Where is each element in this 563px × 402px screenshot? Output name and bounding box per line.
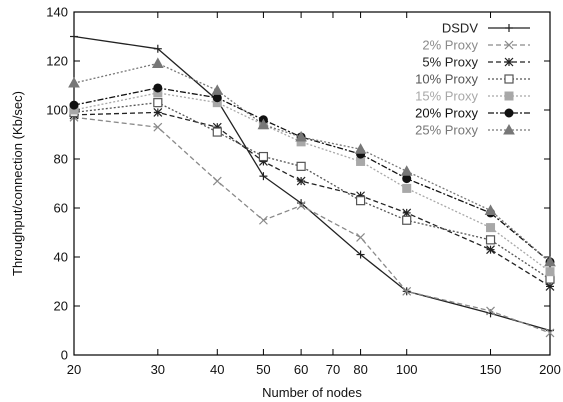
series-line	[73, 87, 551, 263]
plot-frame	[73, 11, 551, 356]
data-point	[356, 156, 366, 166]
data-point	[258, 151, 269, 162]
data-point	[258, 215, 268, 225]
series-6	[68, 57, 556, 267]
x-tick-label: 20	[67, 362, 81, 377]
data-point	[402, 215, 412, 225]
data-point	[545, 281, 555, 291]
legend-label: 2% Proxy	[422, 38, 478, 53]
data-point	[257, 118, 270, 130]
data-point	[212, 93, 222, 103]
data-point	[212, 176, 222, 186]
x-tick-label: 150	[480, 362, 502, 377]
data-point	[355, 196, 366, 206]
x-tick-label: 50	[256, 362, 270, 377]
data-point	[296, 201, 306, 210]
data-point	[486, 223, 496, 233]
data-point	[69, 100, 79, 110]
y-tick-label: 100	[46, 103, 68, 118]
data-point	[296, 176, 306, 186]
series-line	[73, 92, 551, 273]
x-axis: 20 30 40 50 60 70 80 100 150 200	[67, 12, 561, 377]
data-point	[356, 232, 366, 242]
legend-label: 5% Proxy	[422, 55, 478, 70]
data-point	[486, 306, 495, 316]
data-point	[504, 108, 514, 118]
series-line	[73, 62, 551, 263]
series-4	[69, 88, 555, 277]
data-point	[503, 123, 515, 135]
series-5	[69, 83, 555, 267]
x-tick-label: 80	[353, 362, 367, 377]
x-tick-label: 100	[396, 362, 418, 377]
data-point	[504, 91, 514, 101]
data-point	[544, 255, 556, 267]
data-point	[402, 174, 412, 184]
data-point	[153, 98, 163, 108]
legend-label: 25% Proxy	[415, 123, 478, 138]
y-axis: 0 20 40 60 80 100 120 140	[46, 5, 550, 363]
series-line	[73, 111, 551, 287]
data-point	[484, 204, 497, 215]
y-tick-label: 40	[54, 250, 68, 265]
data-point	[296, 161, 306, 171]
x-tick-label: 40	[210, 362, 224, 377]
x-tick-label: 200	[539, 362, 561, 377]
legend-label: 20% Proxy	[415, 106, 478, 121]
data-point	[153, 108, 163, 117]
data-point	[212, 127, 222, 137]
y-tick-label: 140	[46, 5, 68, 20]
y-tick-label: 60	[54, 201, 68, 216]
data-point	[545, 328, 555, 338]
data-point	[485, 235, 496, 245]
legend: DSDV 2% Proxy 5% Proxy 10% Proxy 15% Proxy 20…	[415, 21, 530, 138]
y-tick-label: 20	[54, 299, 68, 314]
data-point	[295, 130, 307, 142]
x-tick-label: 70	[326, 362, 340, 377]
data-point	[151, 57, 164, 68]
data-point	[400, 165, 413, 176]
x-axis-label: Number of nodes	[262, 385, 362, 400]
series-line	[73, 101, 551, 280]
data-point	[211, 84, 224, 95]
series-3	[69, 98, 555, 284]
data-point	[402, 183, 412, 193]
data-point	[153, 122, 163, 132]
legend-label: 15% Proxy	[415, 89, 478, 104]
data-point	[402, 208, 412, 218]
data-point	[68, 77, 80, 88]
x-tick-label: 30	[151, 362, 165, 377]
data-point	[153, 83, 163, 93]
series-1	[69, 112, 555, 338]
data-point	[545, 274, 555, 284]
y-tick-label: 0	[61, 348, 68, 363]
y-axis-label: Throughput/connection (Kb/sec)	[10, 91, 25, 276]
data-point	[504, 40, 514, 50]
legend-label: DSDV	[442, 21, 478, 36]
x-tick-label: 60	[294, 362, 308, 377]
data-point	[504, 74, 514, 84]
series-layer	[68, 32, 556, 338]
data-point	[486, 245, 495, 255]
y-tick-label: 120	[46, 54, 68, 69]
data-point	[504, 57, 514, 67]
legend-label: 10% Proxy	[415, 72, 478, 87]
series-line	[73, 116, 551, 334]
data-point	[402, 286, 412, 296]
y-tick-label: 80	[54, 152, 68, 167]
data-point	[354, 143, 367, 154]
data-point	[545, 267, 555, 277]
series-2	[69, 108, 555, 291]
